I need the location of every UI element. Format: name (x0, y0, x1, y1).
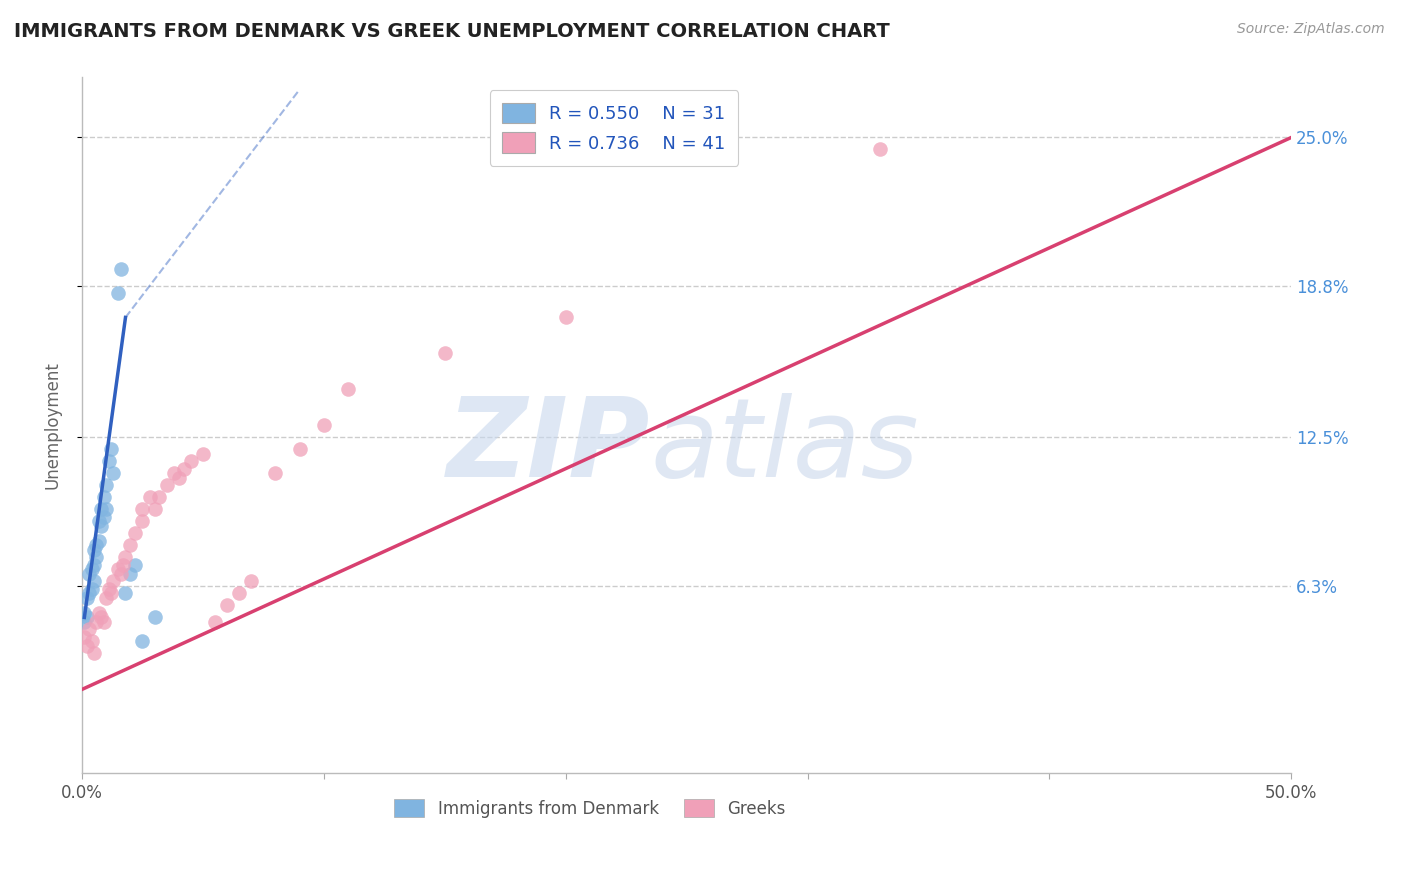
Legend: Immigrants from Denmark, Greeks: Immigrants from Denmark, Greeks (388, 793, 792, 824)
Point (83, 647, 105, 661)
Point (288, 442, 311, 457)
Point (83, 558, 105, 572)
Point (869, 143, 891, 157)
Point (120, 567, 142, 582)
Point (86, 550, 108, 565)
Point (73, 615, 96, 630)
Point (114, 550, 136, 565)
Point (77, 586, 100, 600)
Point (80, 582, 103, 596)
Point (131, 515, 153, 529)
Point (312, 418, 335, 433)
Point (180, 454, 202, 468)
Point (163, 467, 186, 481)
Point (87, 515, 110, 529)
Point (143, 502, 166, 516)
Point (76, 591, 98, 606)
Point (103, 574, 125, 589)
Point (124, 526, 146, 541)
Point (112, 558, 135, 572)
Y-axis label: Unemployment: Unemployment (44, 361, 60, 490)
Point (138, 491, 160, 505)
Point (110, 567, 132, 582)
Text: ZIP: ZIP (447, 392, 651, 500)
Point (80, 634, 103, 648)
Point (110, 262, 132, 277)
Point (264, 467, 287, 481)
Point (228, 586, 250, 600)
Point (131, 634, 153, 648)
Point (143, 610, 166, 624)
Text: atlas: atlas (651, 392, 920, 500)
Point (167, 471, 190, 485)
Point (107, 562, 129, 576)
Point (80, 562, 103, 576)
Point (93, 509, 115, 524)
Point (90, 610, 112, 624)
Point (173, 461, 195, 475)
Text: IMMIGRANTS FROM DENMARK VS GREEK UNEMPLOYMENT CORRELATION CHART: IMMIGRANTS FROM DENMARK VS GREEK UNEMPLO… (14, 22, 890, 41)
Point (73, 606, 96, 620)
Point (93, 615, 115, 630)
Point (155, 478, 177, 492)
Point (86, 538, 108, 552)
Point (77, 623, 100, 637)
Point (73, 630, 96, 644)
Point (120, 538, 142, 552)
Point (87, 606, 110, 620)
Point (191, 447, 214, 461)
Point (114, 586, 136, 600)
Point (103, 467, 125, 481)
Point (433, 346, 456, 360)
Point (97, 454, 120, 468)
Point (107, 286, 129, 301)
Point (87, 533, 110, 548)
Point (100, 586, 122, 600)
Point (93, 491, 115, 505)
Point (217, 599, 239, 613)
Point (100, 442, 122, 457)
Point (97, 582, 120, 596)
Point (554, 310, 576, 325)
Point (90, 519, 112, 533)
Point (148, 491, 170, 505)
Point (94, 502, 117, 516)
Point (131, 502, 153, 516)
Point (204, 615, 226, 630)
Point (124, 558, 146, 572)
Point (240, 574, 263, 589)
Point (83, 574, 105, 589)
Point (76, 639, 98, 653)
Text: Source: ZipAtlas.com: Source: ZipAtlas.com (1237, 22, 1385, 37)
Point (94, 591, 117, 606)
Point (83, 543, 105, 558)
Point (76, 610, 98, 624)
Point (90, 502, 112, 516)
Point (86, 615, 108, 630)
Point (337, 383, 360, 397)
Point (94, 478, 117, 492)
Point (77, 567, 100, 582)
